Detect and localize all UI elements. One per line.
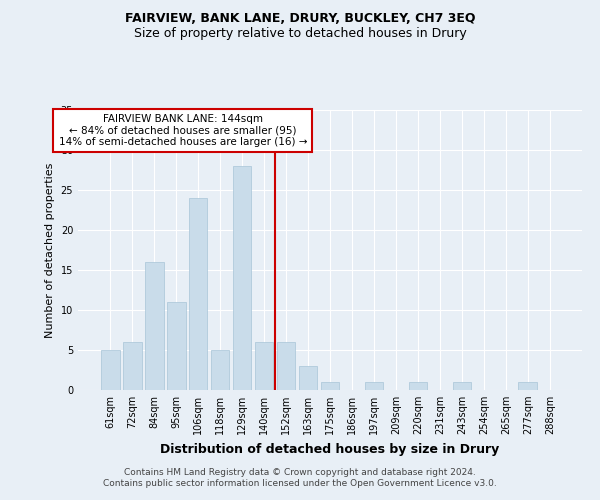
Text: Contains HM Land Registry data © Crown copyright and database right 2024.
Contai: Contains HM Land Registry data © Crown c…	[103, 468, 497, 487]
Text: Size of property relative to detached houses in Drury: Size of property relative to detached ho…	[134, 28, 466, 40]
Bar	[189, 198, 208, 390]
X-axis label: Distribution of detached houses by size in Drury: Distribution of detached houses by size …	[160, 442, 500, 456]
Bar	[409, 382, 427, 390]
Bar	[211, 350, 229, 390]
Bar	[365, 382, 383, 390]
Bar	[255, 342, 274, 390]
Bar	[518, 382, 537, 390]
Bar	[320, 382, 340, 390]
Text: FAIRVIEW BANK LANE: 144sqm
← 84% of detached houses are smaller (95)
14% of semi: FAIRVIEW BANK LANE: 144sqm ← 84% of deta…	[59, 114, 307, 147]
Bar	[452, 382, 471, 390]
Y-axis label: Number of detached properties: Number of detached properties	[45, 162, 55, 338]
Bar	[233, 166, 251, 390]
Bar	[145, 262, 164, 390]
Text: FAIRVIEW, BANK LANE, DRURY, BUCKLEY, CH7 3EQ: FAIRVIEW, BANK LANE, DRURY, BUCKLEY, CH7…	[125, 12, 475, 26]
Bar	[167, 302, 185, 390]
Bar	[123, 342, 142, 390]
Bar	[277, 342, 295, 390]
Bar	[299, 366, 317, 390]
Bar	[101, 350, 119, 390]
